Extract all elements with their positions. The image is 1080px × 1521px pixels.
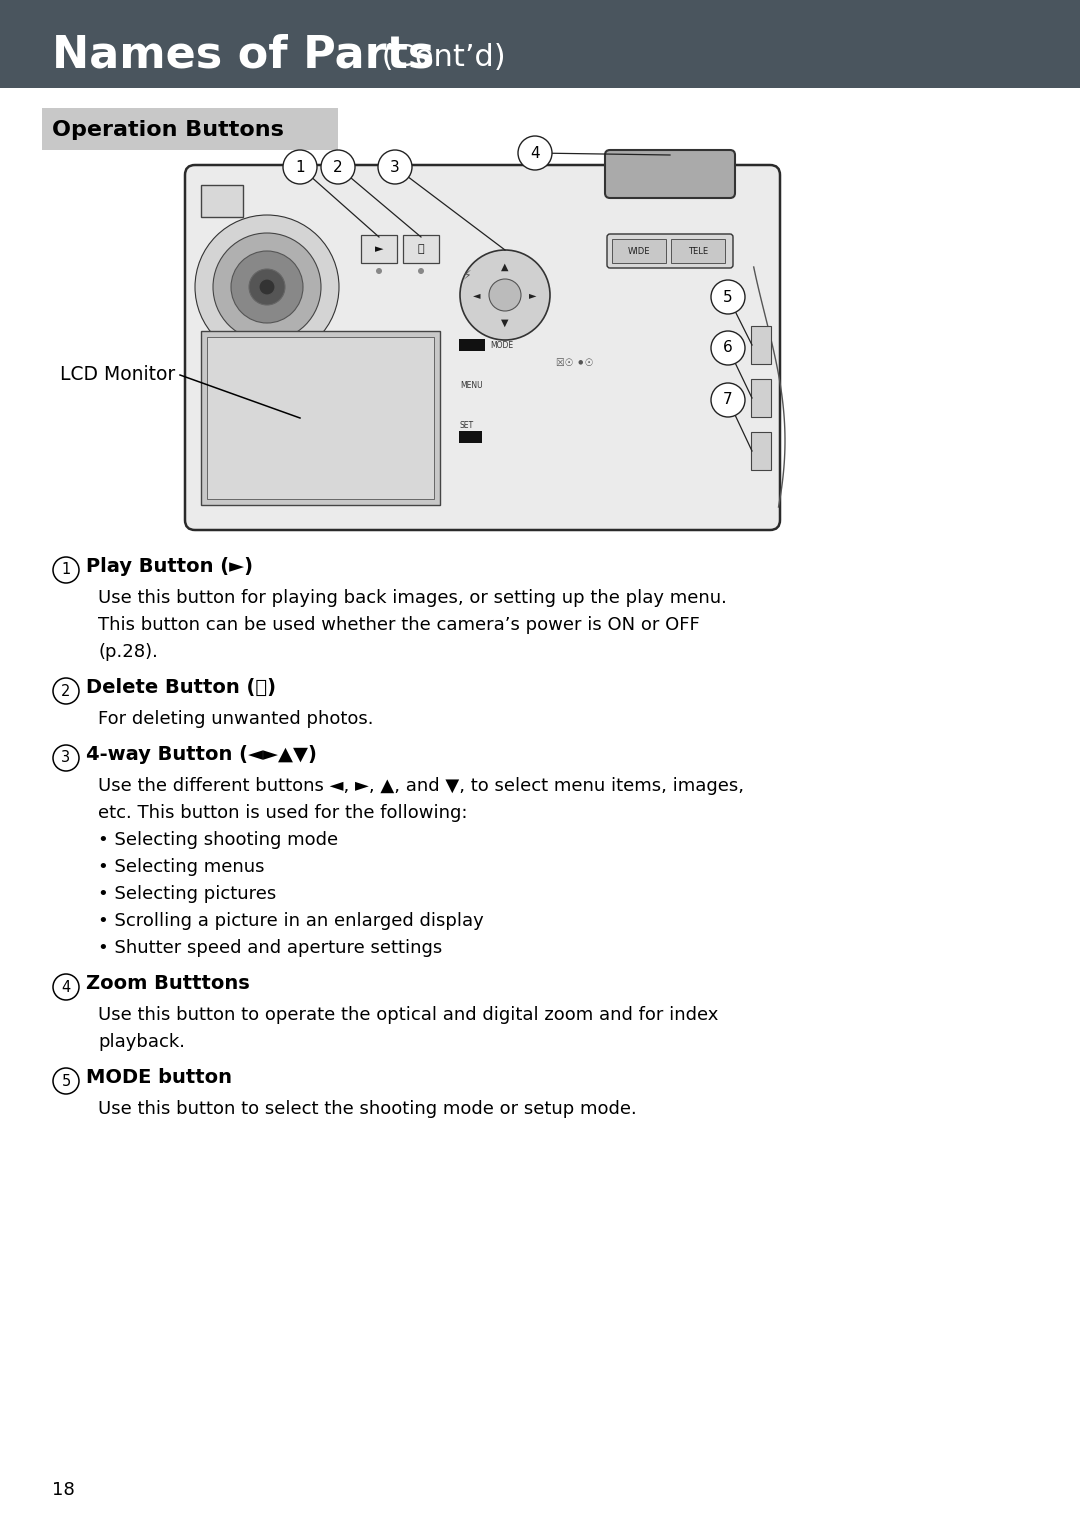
Text: 5: 5	[62, 1074, 70, 1089]
FancyBboxPatch shape	[605, 151, 735, 198]
Text: MENU: MENU	[460, 380, 483, 389]
Text: ◄: ◄	[473, 291, 481, 300]
Text: • Shutter speed and aperture settings: • Shutter speed and aperture settings	[98, 938, 442, 957]
Text: 4: 4	[62, 980, 70, 995]
Circle shape	[376, 268, 382, 274]
Text: Zoom Butttons: Zoom Butttons	[86, 973, 249, 993]
Text: AUTO: AUTO	[460, 341, 484, 350]
Text: 4: 4	[530, 146, 540, 161]
Text: Use this button to select the shooting mode or setup mode.: Use this button to select the shooting m…	[98, 1100, 637, 1118]
Text: 2: 2	[334, 160, 342, 175]
Text: ▲: ▲	[501, 262, 509, 272]
Circle shape	[231, 251, 303, 322]
FancyBboxPatch shape	[751, 379, 771, 417]
Text: ⒱: ⒱	[418, 243, 424, 254]
Circle shape	[711, 280, 745, 313]
Text: LCD Monitor: LCD Monitor	[60, 365, 175, 385]
Text: (Cont’d): (Cont’d)	[372, 43, 505, 71]
Text: Use the different buttons ◄, ►, ▲, and ▼, to select menu items, images,: Use the different buttons ◄, ►, ▲, and ▼…	[98, 777, 744, 795]
FancyBboxPatch shape	[361, 236, 397, 263]
Circle shape	[711, 332, 745, 365]
Text: ☒☉ ⚫☉: ☒☉ ⚫☉	[556, 357, 594, 368]
Circle shape	[249, 269, 285, 306]
Circle shape	[195, 214, 339, 359]
Circle shape	[213, 233, 321, 341]
Text: Use this button to operate the optical and digital zoom and for index: Use this button to operate the optical a…	[98, 1005, 718, 1024]
Text: 1: 1	[295, 160, 305, 175]
FancyBboxPatch shape	[607, 234, 733, 268]
FancyBboxPatch shape	[207, 338, 434, 499]
Text: 2: 2	[62, 683, 70, 698]
Circle shape	[321, 151, 355, 184]
Text: • Selecting shooting mode: • Selecting shooting mode	[98, 830, 338, 849]
Text: 6: 6	[724, 341, 733, 356]
Text: 4-way Button (◄►▲▼): 4-way Button (◄►▲▼)	[86, 745, 316, 764]
Text: ►: ►	[375, 243, 383, 254]
FancyBboxPatch shape	[185, 164, 780, 529]
FancyBboxPatch shape	[671, 239, 725, 263]
Text: Names of Parts: Names of Parts	[52, 33, 434, 76]
Text: ►: ►	[529, 291, 537, 300]
Text: DISP: DISP	[460, 432, 481, 441]
Text: • Scrolling a picture in an enlarged display: • Scrolling a picture in an enlarged dis…	[98, 913, 484, 929]
Text: SET: SET	[460, 420, 474, 429]
Bar	[42, 108, 338, 151]
FancyBboxPatch shape	[201, 186, 243, 218]
Circle shape	[283, 151, 318, 184]
Circle shape	[460, 249, 550, 341]
Circle shape	[53, 678, 79, 704]
Text: MODE: MODE	[490, 341, 513, 350]
Text: Play Button (►): Play Button (►)	[86, 557, 253, 576]
Circle shape	[418, 268, 424, 274]
Text: MODE button: MODE button	[86, 1068, 232, 1088]
Circle shape	[489, 278, 521, 310]
FancyBboxPatch shape	[612, 239, 666, 263]
Text: 3: 3	[390, 160, 400, 175]
Circle shape	[518, 135, 552, 170]
Circle shape	[711, 383, 745, 417]
Text: playback.: playback.	[98, 1033, 185, 1051]
Circle shape	[53, 973, 79, 999]
Text: Use this button for playing back images, or setting up the play menu.: Use this button for playing back images,…	[98, 589, 727, 607]
Text: ⚡: ⚡	[462, 269, 471, 281]
Circle shape	[259, 278, 275, 295]
Text: (p.28).: (p.28).	[98, 643, 158, 662]
FancyBboxPatch shape	[751, 325, 771, 364]
Text: 5: 5	[724, 289, 733, 304]
Text: ▼: ▼	[501, 318, 509, 329]
Text: 7: 7	[724, 392, 733, 408]
Bar	[0, 0, 1080, 88]
Circle shape	[53, 745, 79, 771]
Text: 1: 1	[62, 563, 70, 578]
Text: This button can be used whether the camera’s power is ON or OFF: This button can be used whether the came…	[98, 616, 700, 634]
Text: TELE: TELE	[688, 246, 708, 256]
Text: etc. This button is used for the following:: etc. This button is used for the followi…	[98, 805, 468, 821]
Circle shape	[53, 1068, 79, 1094]
FancyBboxPatch shape	[201, 332, 440, 505]
Text: • Selecting pictures: • Selecting pictures	[98, 885, 276, 903]
Circle shape	[53, 557, 79, 583]
Text: 3: 3	[62, 750, 70, 765]
FancyBboxPatch shape	[403, 236, 438, 263]
Text: • Selecting menus: • Selecting menus	[98, 858, 265, 876]
Text: Delete Button (⒱): Delete Button (⒱)	[86, 678, 276, 697]
FancyBboxPatch shape	[751, 432, 771, 470]
Text: For deleting unwanted photos.: For deleting unwanted photos.	[98, 710, 374, 729]
Circle shape	[378, 151, 411, 184]
Text: 18: 18	[52, 1481, 75, 1500]
Text: Operation Buttons: Operation Buttons	[52, 120, 284, 140]
Text: WIDE: WIDE	[627, 246, 650, 256]
